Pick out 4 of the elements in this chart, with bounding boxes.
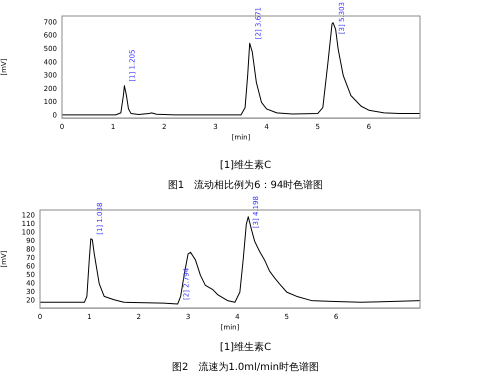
text: 图1 流动相比例为6：94时色谱图 xyxy=(166,178,324,192)
text: 图2 流速为1.0ml/min时色谱图 xyxy=(170,360,320,374)
text: [1]维生素C xyxy=(218,158,272,172)
text: [1]维生素C xyxy=(218,340,272,354)
